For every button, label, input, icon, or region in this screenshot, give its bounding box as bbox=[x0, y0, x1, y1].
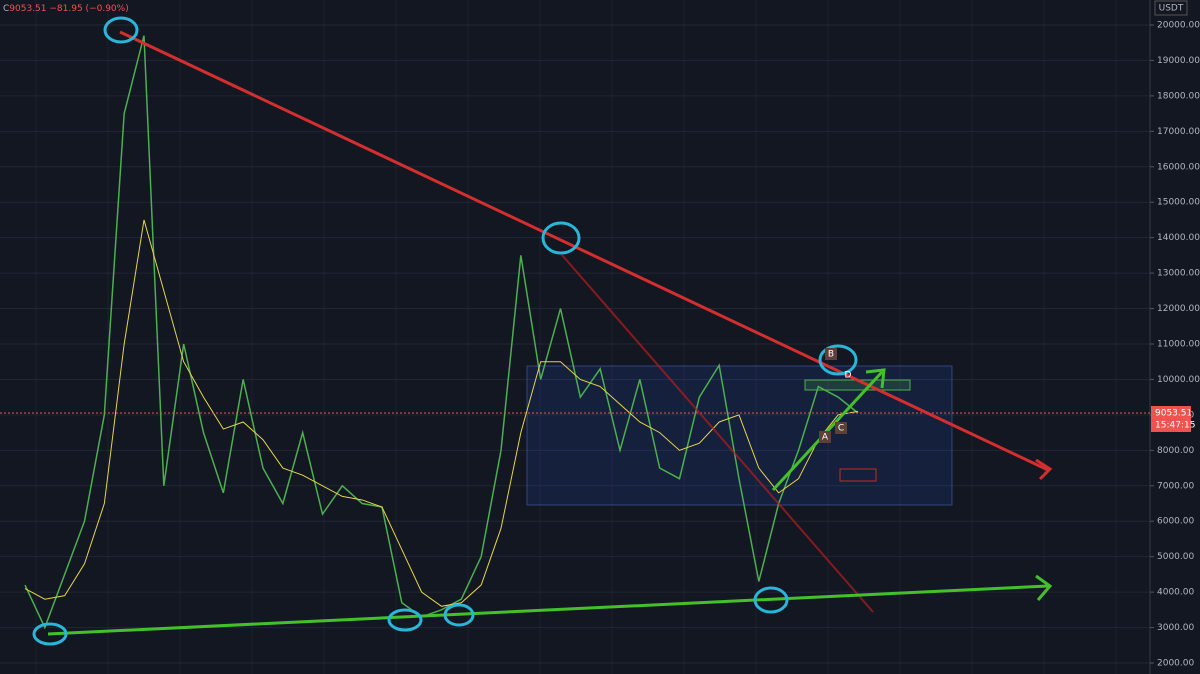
close: 9053.51 bbox=[9, 4, 46, 14]
label-box bbox=[825, 348, 837, 360]
series-layer bbox=[0, 35, 1150, 630]
price-line bbox=[24, 219, 859, 607]
y-tick-label: 6000.00 bbox=[1157, 517, 1194, 527]
y-tick-label: 8000.00 bbox=[1157, 446, 1194, 456]
legend-prefix: C9053.51 −81.95 (−0.90%) bbox=[3, 4, 129, 14]
circle bbox=[387, 608, 423, 632]
y-tick-label: 20000.00 bbox=[1157, 20, 1200, 30]
y-tick-label: 17000.00 bbox=[1157, 127, 1200, 137]
prefix: C bbox=[3, 4, 9, 14]
pattern-label: C bbox=[838, 424, 844, 434]
circle bbox=[818, 344, 858, 376]
pattern-label: A bbox=[822, 433, 829, 443]
y-tick-label: 5000.00 bbox=[1157, 552, 1194, 562]
y-axis: 2000.00 3000.00 4000.00 5000.00 6000.00 7000.… bbox=[1150, 20, 1200, 669]
support-trendline bbox=[47, 584, 1049, 636]
circle bbox=[541, 221, 581, 255]
y-tick-label: 15000.00 bbox=[1157, 198, 1200, 208]
y-tick-label: 19000.00 bbox=[1157, 56, 1200, 66]
last-price-box bbox=[1151, 405, 1191, 432]
label-box bbox=[819, 431, 831, 443]
y-tick-label: 10000.00 bbox=[1157, 375, 1200, 385]
price-line bbox=[24, 35, 859, 630]
pattern-label: D bbox=[845, 371, 852, 381]
countdown: 15:47:15 bbox=[1155, 420, 1195, 430]
y-tick-label: 7000.00 bbox=[1157, 481, 1194, 491]
arrow-head bbox=[865, 368, 886, 389]
y-tick-label: 14000.00 bbox=[1157, 233, 1200, 243]
y-tick-label: 12000.00 bbox=[1157, 304, 1200, 314]
resistance-trendline bbox=[119, 30, 1049, 472]
currency: USDT bbox=[1159, 4, 1184, 14]
currency-box bbox=[1154, 0, 1188, 16]
grid bbox=[0, 0, 1150, 674]
y-tick-label: 3000.00 bbox=[1157, 623, 1194, 633]
y-tick-label: 13000.00 bbox=[1157, 269, 1200, 279]
stop-box bbox=[839, 468, 877, 482]
y-tick-label: 4000.00 bbox=[1157, 588, 1194, 598]
circle bbox=[753, 586, 789, 614]
y-tick-label: 18000.00 bbox=[1157, 91, 1200, 101]
arrow-head bbox=[1035, 574, 1053, 601]
y-tick-label: 2000.00 bbox=[1157, 659, 1194, 669]
y-tick-label: 16000.00 bbox=[1157, 162, 1200, 172]
last-price: 9053.51 bbox=[1155, 408, 1192, 418]
arrow-head bbox=[1035, 458, 1053, 481]
pattern-label: B bbox=[828, 350, 834, 360]
circle bbox=[443, 603, 475, 627]
highlight-circles bbox=[32, 16, 858, 646]
trendline bbox=[561, 254, 874, 613]
circle bbox=[32, 622, 68, 646]
change: −81.95 (−0.90%) bbox=[49, 4, 128, 14]
label-box bbox=[835, 422, 847, 434]
y-tick-label: 11000.00 bbox=[1157, 340, 1200, 350]
circle bbox=[103, 16, 139, 44]
